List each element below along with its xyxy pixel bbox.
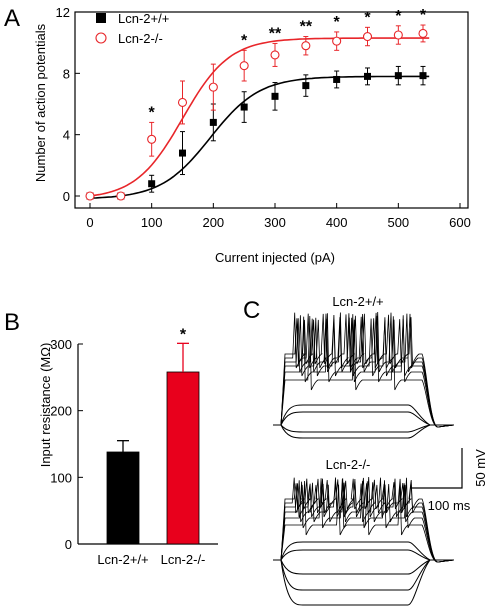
panel-b-y-axis-label: Input resistance (MΩ) [38,343,53,468]
bar [166,371,200,545]
scale-bar-voltage-label: 50 mV [473,449,488,487]
voltage-trace [273,477,455,563]
voltage-traces-wildtype [273,311,455,439]
voltage-trace [273,559,454,606]
y-tick-label: 200 [50,404,72,419]
voltage-trace [273,313,455,428]
x-tick-label: 100 [141,215,163,230]
data-point [419,72,427,80]
legend-label: Lcn-2-/- [118,31,163,46]
data-point [394,72,402,80]
significance-marker: * [395,8,402,25]
significance-marker: * [241,32,248,49]
data-point [147,134,157,144]
data-point [239,61,249,71]
data-point [208,82,218,92]
y-tick-label: 12 [56,5,70,20]
data-point [270,50,280,60]
data-point [393,30,403,40]
panel-label-a: A [4,5,20,32]
x-tick-label: 500 [387,215,409,230]
voltage-trace [273,559,454,591]
panel-label-c: C [243,297,260,324]
legend-label: Lcn-2+/+ [118,11,169,26]
voltage-trace [273,541,454,561]
category-label: Lcn-2+/+ [97,552,148,567]
voltage-trace [273,424,454,433]
data-point [332,36,342,46]
data-point [85,191,95,201]
voltage-trace [273,480,455,563]
scale-bar-lines [410,448,463,489]
panel-a-chart: Number of action potentials Current inje… [33,5,471,265]
voltage-trace [273,312,455,428]
voltage-trace [273,411,454,426]
significance-marker: ** [269,25,282,42]
voltage-trace [273,559,454,575]
bar [106,451,140,545]
y-tick-label: 4 [63,128,70,143]
voltage-trace [273,477,455,563]
data-point [240,103,248,111]
data-point [364,72,371,80]
x-tick-label: 400 [326,215,348,230]
y-tick-label: 0 [65,537,72,552]
y-tick-label: 100 [50,470,72,485]
data-point [301,41,311,51]
x-tick-label: 0 [86,215,93,230]
voltage-trace [273,476,455,563]
trace-label-knockout: Lcn-2-/- [326,457,371,472]
data-point [418,28,428,39]
x-tick-label: 300 [264,215,286,230]
voltage-trace [273,312,455,428]
scale-bar-time-label: 100 ms [428,498,471,513]
data-point [179,149,186,157]
legend-marker [95,32,107,44]
panel-c-traces: Lcn-2+/+ Lcn-2-/- 50 mV 100 ms [273,294,488,606]
fit-curve [89,37,430,197]
panel-label-b: B [4,309,20,336]
voltage-trace [273,404,454,426]
scale-bar: 50 mV 100 ms [410,448,488,513]
y-tick-label: 0 [63,189,70,204]
significance-marker: * [420,7,427,24]
data-point [209,118,217,126]
voltage-trace [273,424,454,439]
data-point [177,97,188,108]
voltage-trace [273,315,455,428]
x-tick-label: 600 [449,215,471,230]
panel-a-frame [74,11,469,209]
panel-b-chart: Input resistance (MΩ) 0 100 200 300 Lcn-2+/+… [38,326,218,567]
voltage-traces-knockout [273,476,455,606]
trace-label-wildtype: Lcn-2+/+ [332,294,383,309]
voltage-trace [273,549,454,561]
category-label: Lcn-2-/- [161,552,206,567]
fit-curve [89,75,430,199]
significance-marker: * [364,9,371,26]
significance-marker: * [334,14,341,31]
data-point [271,92,279,100]
x-tick-label: 200 [202,215,224,230]
significance-marker: * [149,104,156,121]
significance-marker: ** [300,19,313,36]
y-tick-label: 300 [50,337,72,352]
data-point [333,75,341,83]
data-point [302,82,310,90]
data-point [148,180,156,188]
legend-marker [96,13,106,23]
data-point [116,191,126,201]
panel-a-y-axis-label: Number of action potentials [33,23,48,182]
panel-a-x-axis-label: Current injected (pA) [215,250,335,265]
voltage-trace [273,480,455,563]
data-point [362,31,373,42]
significance-marker: * [180,326,187,343]
y-tick-label: 8 [63,66,70,81]
